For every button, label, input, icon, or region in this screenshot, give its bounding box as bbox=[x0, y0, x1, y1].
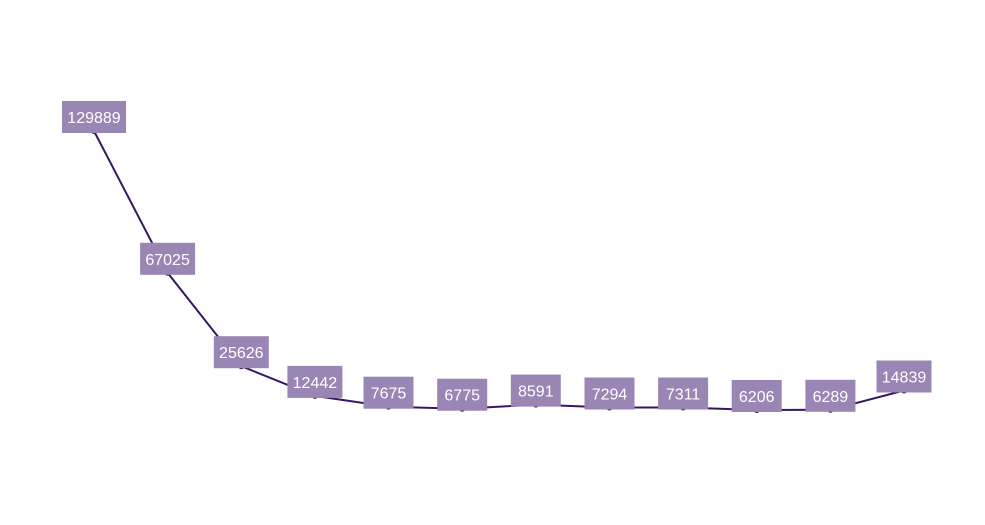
label-layer: 129889 67025 25626 12442 7675 6775 8591 7294 731… bbox=[62, 101, 932, 412]
data-label-box bbox=[213, 336, 269, 369]
data-label-text: 6289 bbox=[813, 389, 849, 406]
point-layer bbox=[91, 128, 907, 414]
data-label-text: 25626 bbox=[219, 345, 264, 362]
data-label-text: 14839 bbox=[882, 370, 927, 387]
data-label: 25626 bbox=[213, 336, 269, 369]
data-label: 7311 bbox=[658, 377, 709, 410]
data-label-box bbox=[658, 377, 709, 410]
data-label-text: 7675 bbox=[371, 386, 407, 403]
data-label: 7294 bbox=[584, 377, 635, 410]
data-label-box bbox=[876, 360, 932, 393]
data-label: 6775 bbox=[437, 378, 488, 411]
data-label-box bbox=[731, 380, 782, 412]
data-label-box bbox=[140, 242, 196, 275]
data-label: 8591 bbox=[510, 374, 561, 407]
data-label: 12442 bbox=[287, 365, 343, 398]
data-label: 14839 bbox=[876, 360, 932, 393]
data-label-box bbox=[363, 376, 414, 409]
data-label-box bbox=[287, 365, 343, 398]
data-label-box bbox=[805, 379, 856, 412]
data-label-text: 7311 bbox=[666, 387, 701, 404]
data-label: 7675 bbox=[363, 376, 414, 409]
data-label-text: 7294 bbox=[592, 387, 628, 404]
data-label-text: 129889 bbox=[67, 110, 120, 127]
data-label-text: 6775 bbox=[444, 388, 480, 405]
data-label-text: 8591 bbox=[518, 384, 554, 401]
data-label: 129889 bbox=[62, 101, 126, 133]
data-label-text: 67025 bbox=[145, 252, 190, 269]
data-label-text: 12442 bbox=[293, 375, 338, 392]
data-label-text: 6206 bbox=[739, 389, 775, 406]
data-label: 67025 bbox=[140, 242, 196, 275]
data-label: 6289 bbox=[805, 379, 856, 412]
data-label-box bbox=[584, 377, 635, 410]
data-label: 6206 bbox=[731, 380, 782, 412]
data-label-box bbox=[62, 101, 126, 133]
data-label-box bbox=[510, 374, 561, 407]
data-label-box bbox=[437, 378, 488, 411]
